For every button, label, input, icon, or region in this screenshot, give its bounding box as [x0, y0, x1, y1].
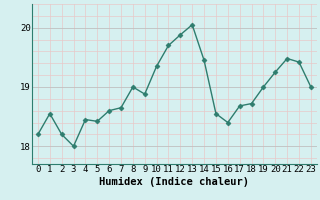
X-axis label: Humidex (Indice chaleur): Humidex (Indice chaleur) — [100, 177, 249, 187]
